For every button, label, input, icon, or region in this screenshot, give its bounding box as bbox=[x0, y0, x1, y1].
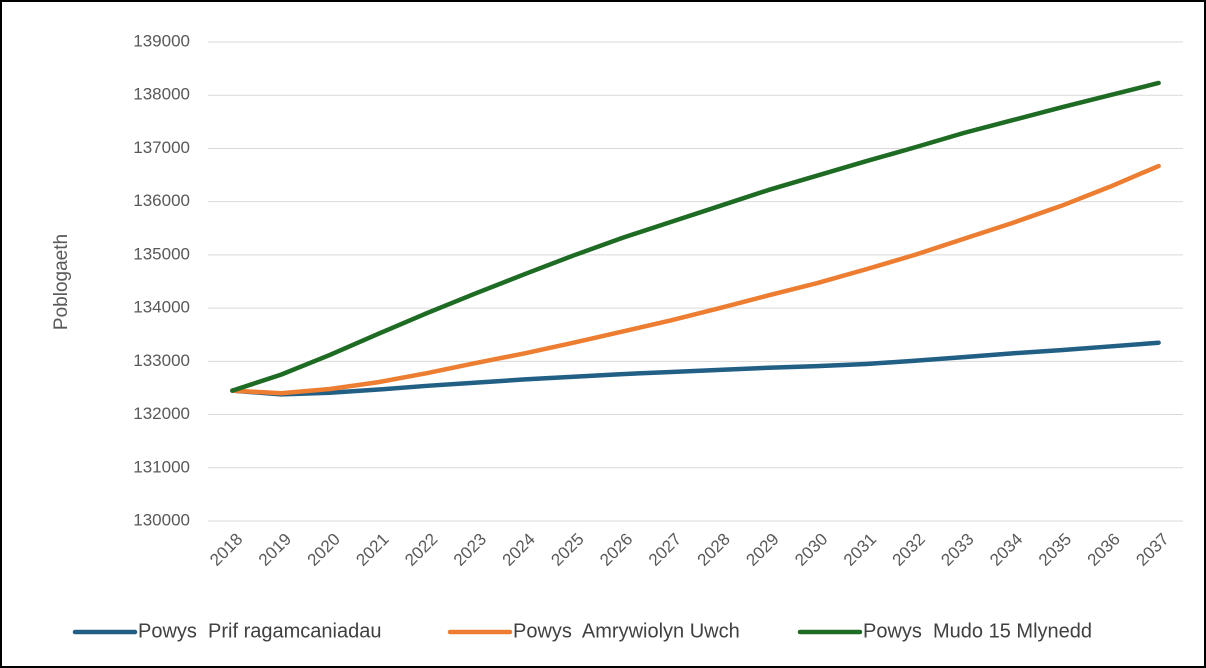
y-axis-title: Poblogaeth bbox=[51, 234, 72, 330]
y-tick-label: 130000 bbox=[133, 510, 190, 529]
y-tick-label: 134000 bbox=[133, 298, 190, 317]
legend-label: Powys Mudo 15 Mlynedd bbox=[863, 620, 1092, 642]
line-series bbox=[230, 340, 1161, 397]
y-tick-label: 135000 bbox=[133, 244, 190, 263]
y-tick-label: 133000 bbox=[133, 351, 190, 370]
line-series bbox=[230, 80, 1161, 393]
line-series bbox=[230, 163, 1161, 396]
y-tick-label: 132000 bbox=[133, 404, 190, 423]
y-tick-label: 136000 bbox=[133, 191, 190, 210]
legend-label: Powys Prif ragamcaniadau bbox=[138, 620, 381, 642]
y-tick-label: 137000 bbox=[133, 138, 190, 157]
y-tick-label: 139000 bbox=[133, 31, 190, 50]
y-tick-label: 138000 bbox=[133, 85, 190, 104]
legend: Powys Prif ragamcaniadau Powys Amrywiolyn… bbox=[72, 620, 1092, 642]
legend-label: Powys Amrywiolyn Uwch bbox=[513, 620, 740, 642]
y-tick-label: 131000 bbox=[133, 457, 190, 476]
